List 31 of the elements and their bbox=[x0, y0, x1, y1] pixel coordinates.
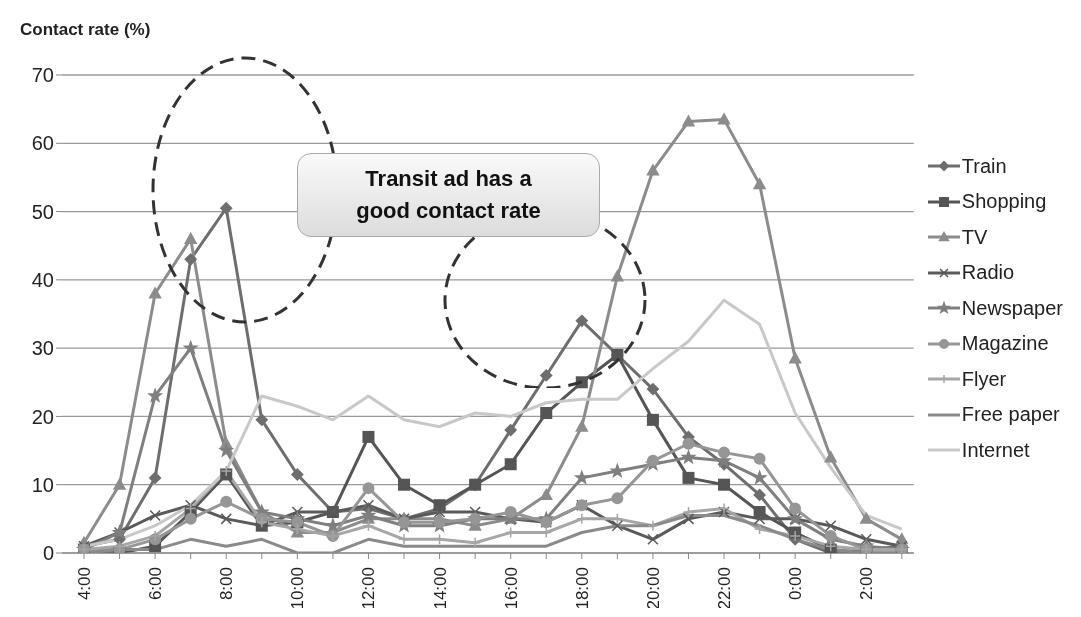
y-tick-label: 10 bbox=[31, 473, 54, 496]
x-tick-label: 10:00 bbox=[288, 567, 308, 610]
x-tick-label: 12:00 bbox=[359, 567, 379, 610]
callout-box: Transit ad has a good contact rate bbox=[297, 153, 600, 237]
y-tick-label: 70 bbox=[31, 64, 54, 87]
legend-label: Magazine bbox=[961, 332, 1049, 355]
x-tick-label: 2:00 bbox=[857, 567, 877, 601]
y-axis-title: Contact rate (%) bbox=[20, 20, 151, 40]
legend-label: Newspaper bbox=[961, 296, 1063, 320]
x-tick-label: 20:00 bbox=[643, 567, 663, 610]
y-tick-label: 40 bbox=[31, 268, 54, 291]
legend-label: Train bbox=[961, 154, 1007, 178]
legend-label: TV bbox=[961, 225, 988, 249]
x-tick-label: 4:00 bbox=[75, 567, 94, 601]
y-tick-label: 50 bbox=[31, 200, 54, 223]
y-tick-label: 0 bbox=[42, 542, 54, 565]
legend-label: Free paper bbox=[961, 403, 1060, 426]
x-tick-label: 6:00 bbox=[146, 567, 166, 601]
legend-label: Shopping bbox=[961, 190, 1047, 213]
legend-label: Internet bbox=[961, 438, 1030, 462]
y-tick-label: 30 bbox=[31, 337, 54, 360]
x-tick-label: 22:00 bbox=[715, 567, 735, 610]
legend-label: Flyer bbox=[961, 367, 1007, 391]
legend-label: Radio bbox=[961, 261, 1015, 284]
y-tick-label: 60 bbox=[31, 132, 54, 155]
x-tick-label: 14:00 bbox=[430, 567, 450, 610]
x-tick-label: 18:00 bbox=[572, 567, 592, 610]
x-tick-label: 8:00 bbox=[217, 567, 237, 601]
y-tick-label: 20 bbox=[31, 405, 54, 428]
x-tick-label: 0:00 bbox=[786, 567, 806, 601]
x-tick-label: 16:00 bbox=[501, 567, 521, 610]
